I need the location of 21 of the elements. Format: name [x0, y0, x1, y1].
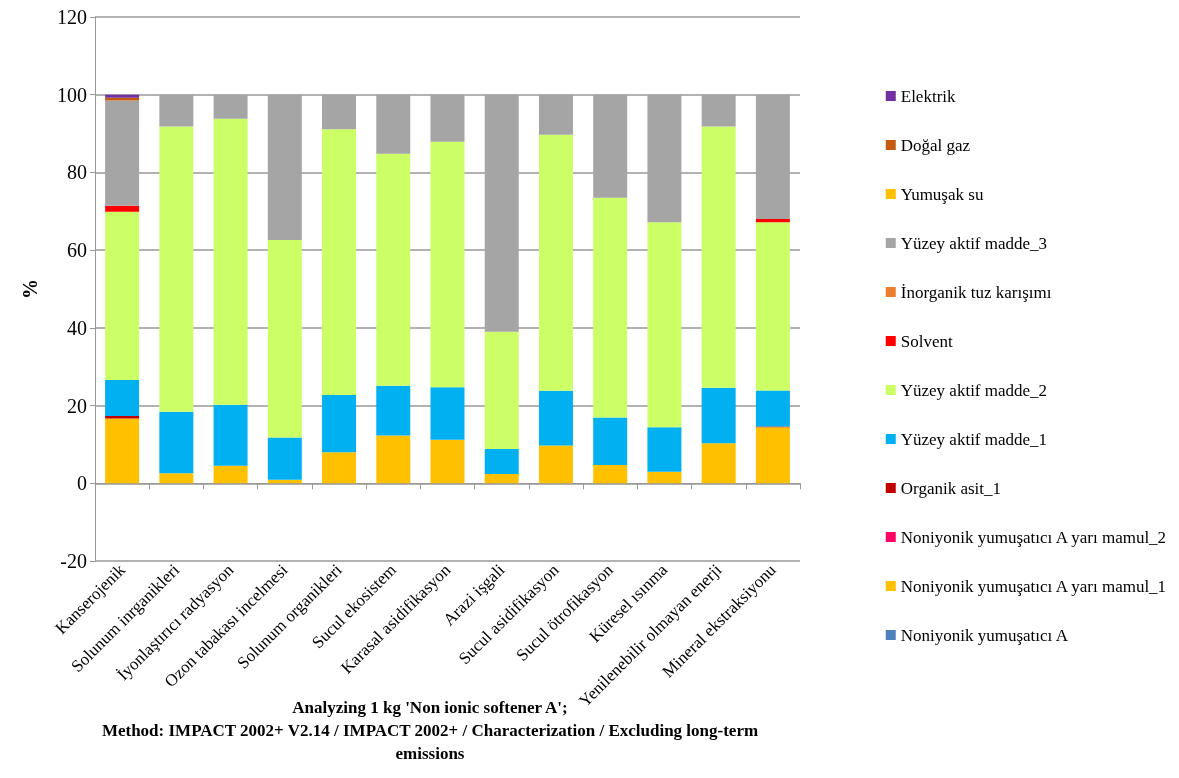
y-tick-label: -20 — [60, 550, 87, 572]
y-tick-label: 60 — [67, 239, 87, 262]
legend-label: Yumuşak su — [900, 184, 984, 204]
legend-label: Noniyonik yumuşatıcı A yarı mamul_1 — [900, 576, 1167, 596]
y-tick-label: 120 — [57, 6, 87, 28]
legend-label: Solvent — [900, 331, 953, 351]
legend-label: Yüzey aktif madde_2 — [900, 380, 1048, 400]
legend-label: Organik asit_1 — [900, 478, 1002, 498]
y-tick-label: 80 — [67, 161, 87, 184]
y-tick-label: 100 — [57, 83, 87, 106]
y-tick-label: 40 — [67, 316, 87, 339]
y-tick-label: 0 — [77, 472, 87, 495]
y-tick-label: 20 — [67, 394, 87, 417]
legend-label: İnorganik tuz karışımı — [900, 282, 1052, 302]
legend-label: Yüzey aktif madde_3 — [900, 233, 1048, 253]
legend-label: Elektrik — [900, 86, 957, 106]
y-axis-title: % — [19, 279, 41, 299]
legend-label: Noniyonik yumuşatıcı A — [900, 625, 1069, 645]
legend-label: Doğal gaz — [900, 135, 971, 155]
legend-label: Noniyonik yumuşatıcı A yarı mamul_2 — [900, 527, 1167, 547]
legend-label: Yüzey aktif madde_1 — [900, 429, 1048, 449]
